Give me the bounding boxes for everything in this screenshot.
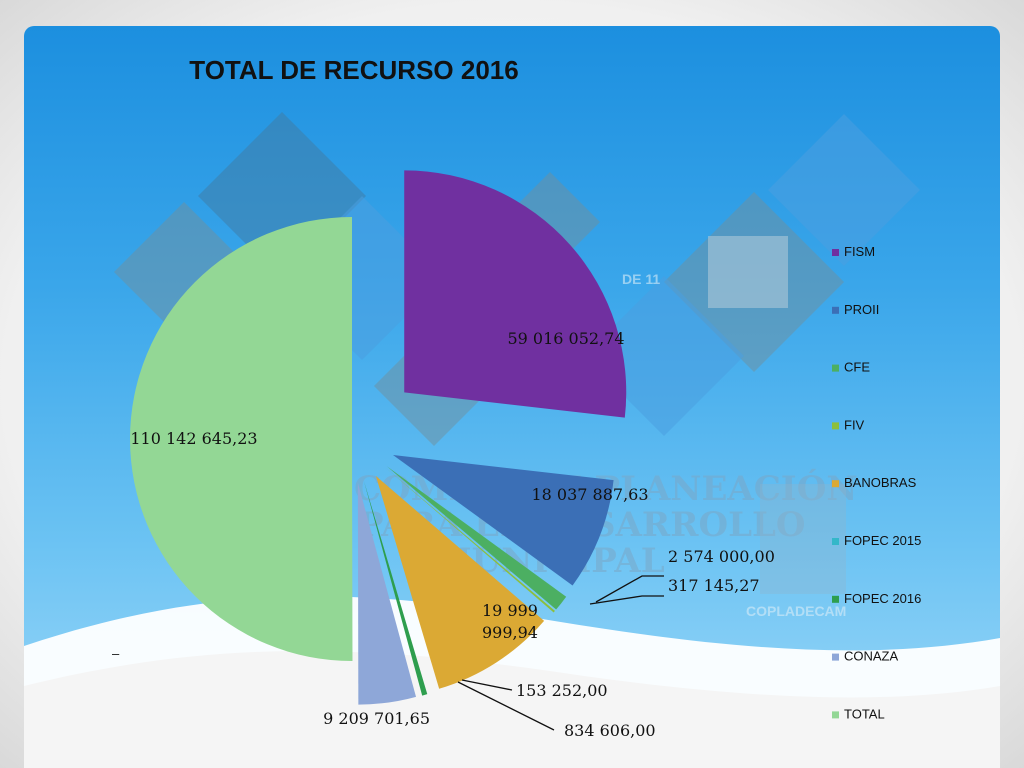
bg-sign bbox=[708, 236, 788, 308]
data-label-conaza: 9 209 701,65 bbox=[323, 709, 430, 728]
pie-slice-conaza bbox=[357, 482, 417, 705]
legend-swatch bbox=[832, 653, 839, 661]
pie-slice-fism bbox=[404, 170, 627, 418]
legend-entry-banobras: BANOBRAS bbox=[844, 475, 917, 490]
footer-dash: – bbox=[112, 646, 120, 661]
data-label-cfe: 2 574 000,00 bbox=[668, 547, 775, 566]
chart-title: TOTAL DE RECURSO 2016 bbox=[189, 55, 518, 85]
leader-line bbox=[457, 681, 555, 731]
pie-slice-fopec-2016 bbox=[364, 481, 428, 696]
legend-entry-conaza: CONAZA bbox=[844, 649, 899, 664]
data-label-extra: 153 252,00 bbox=[516, 681, 608, 700]
pie-slice-fiv bbox=[385, 467, 555, 613]
bg-diamond bbox=[768, 114, 920, 266]
pie-slice-cfe bbox=[386, 466, 567, 610]
data-label-fopec-2016: 834 606,00 bbox=[564, 721, 656, 740]
legend-entry-cfe: CFE bbox=[844, 360, 870, 375]
pie-slice-banobras bbox=[375, 475, 545, 689]
legend-swatch bbox=[832, 711, 839, 719]
pie-slice-proii bbox=[393, 454, 614, 586]
leader-lines bbox=[457, 575, 664, 731]
watermark-badge: COPLADECAM bbox=[746, 603, 846, 619]
data-label-fism: 59 016 052,74 bbox=[507, 329, 624, 348]
pie-chart: DE 11 COMITÉ DE PLANEACIÓN PARA EL DESAR… bbox=[24, 55, 1000, 768]
leader-line bbox=[589, 595, 664, 605]
legend-swatch bbox=[832, 422, 839, 430]
pie-slice-total bbox=[130, 217, 353, 661]
data-label-banobras: 19 999 999,94 bbox=[482, 601, 538, 642]
legend-entry-fiv: FIV bbox=[844, 417, 865, 432]
legend-swatch bbox=[832, 249, 839, 256]
legend-swatch bbox=[832, 480, 839, 488]
slide-panel: DE 11 COMITÉ DE PLANEACIÓN PARA EL DESAR… bbox=[24, 26, 1000, 768]
data-label-fiv: 317 145,27 bbox=[668, 576, 760, 595]
legend-entry-fopec-2015: FOPEC 2015 bbox=[844, 533, 921, 548]
legend-entry-proii: PROII bbox=[844, 302, 879, 317]
legend-swatch bbox=[832, 364, 839, 372]
legend-entry-total: TOTAL bbox=[844, 706, 885, 721]
data-labels: 59 016 052,74 18 037 887,63 2 574 000,00 31… bbox=[130, 329, 774, 740]
data-label-proii: 18 037 887,63 bbox=[531, 485, 648, 504]
leader-line bbox=[461, 679, 513, 691]
data-label-total: 110 142 645,23 bbox=[130, 429, 257, 448]
legend-swatch bbox=[832, 595, 839, 603]
pie-slices bbox=[130, 170, 627, 705]
legend-entry-fopec-2016: FOPEC 2016 bbox=[844, 591, 921, 606]
legend-swatch bbox=[832, 538, 839, 545]
legend: FISM PROII CFE FIV BANOBRAS FOPEC 2015 FOPEC 2… bbox=[832, 244, 921, 721]
leader-line bbox=[595, 575, 664, 603]
legend-swatch bbox=[832, 306, 839, 314]
bg-shield bbox=[760, 484, 846, 594]
legend-entry-fism: FISM bbox=[844, 244, 875, 259]
watermark-tag: DE 11 bbox=[622, 271, 660, 287]
